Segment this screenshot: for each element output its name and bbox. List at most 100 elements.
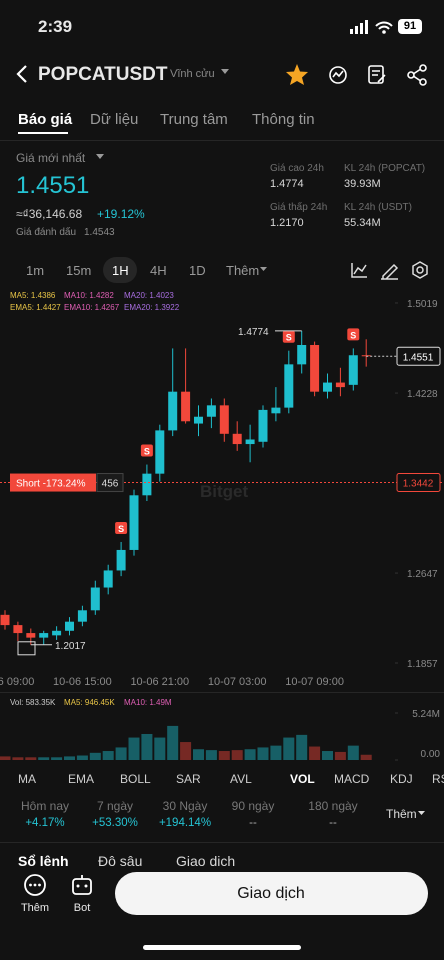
indicator[interactable]: MA [18, 772, 36, 786]
low-label: 1.2017 [55, 641, 86, 652]
tab[interactable]: Dữ liệu [90, 111, 139, 128]
volume-bar [167, 725, 179, 760]
candle-body [258, 409, 268, 442]
candle-body [65, 621, 74, 631]
tab[interactable]: Thông tin [252, 111, 315, 128]
candle-body [297, 344, 307, 365]
y-tick-label: 1.5019 [407, 299, 438, 310]
stat-value: 39.93M [344, 178, 381, 190]
indicator[interactable]: EMA [68, 772, 95, 786]
candle-body [129, 495, 139, 550]
x-tick-label: 10-06 15:00 [53, 676, 112, 688]
indicator[interactable]: MACD [334, 772, 370, 786]
bottom-tab[interactable]: Độ sâu [98, 853, 143, 869]
candle-body [103, 570, 113, 588]
x-tick-label: 10-06 21:00 [130, 676, 189, 688]
volume-bar [89, 752, 101, 760]
indicator[interactable]: SAR [176, 772, 201, 786]
interval[interactable]: 1D [189, 263, 206, 278]
candle-body [206, 405, 216, 417]
bottom-icons[interactable] [23, 874, 98, 898]
stat-label: KL 24h (USDT) [344, 202, 412, 213]
divider [0, 692, 444, 693]
signal-label: S [350, 330, 356, 340]
watermark: Bitget [200, 482, 249, 501]
indicator[interactable]: AVL [230, 772, 252, 786]
tab-active[interactable]: Báo giá [18, 111, 73, 128]
price-label: Giá mới nhất [16, 151, 86, 165]
volume-bar [76, 755, 88, 760]
signal-box [282, 330, 295, 343]
chart-tools[interactable] [350, 260, 435, 280]
candle-body [245, 439, 255, 445]
interval-more[interactable]: Thêm [226, 263, 260, 278]
ma-legend: MA20: 1.4023 [124, 291, 174, 300]
trade-button[interactable] [115, 872, 428, 915]
volume-bar [334, 751, 346, 760]
volume-tick-label: 0.00 [421, 749, 441, 760]
contract-type[interactable]: Vĩnh cửu [170, 68, 215, 80]
status-time: 2:39 [38, 17, 73, 36]
signal-box [115, 521, 128, 534]
volume-bar [25, 757, 37, 760]
signal-label: S [118, 524, 124, 534]
x-tick-label: 10-07 03:00 [208, 676, 267, 688]
stat-label: KL 24h (POPCAT) [344, 163, 426, 174]
stat-value: 1.4774 [270, 178, 304, 190]
high-label: 1.4774 [238, 327, 269, 338]
volume-bar [12, 757, 24, 760]
ma-legend: MA10: 1.4282 [64, 291, 114, 300]
interval[interactable]: 15m [66, 263, 92, 278]
indicator[interactable]: BOLL [120, 772, 151, 786]
interval[interactable]: 4H [150, 263, 167, 278]
candle-body [310, 344, 320, 392]
candle-body [90, 587, 100, 611]
indicator[interactable]: KDJ [390, 772, 413, 786]
symbol[interactable]: POPCATUSDT [38, 64, 168, 85]
volume-tick-label: 5.24M [412, 709, 440, 720]
short-qty: 456 [102, 479, 119, 490]
back-button[interactable] [14, 64, 30, 84]
y-tick-label: 1.2647 [407, 569, 438, 580]
indicator-active[interactable]: VOL [290, 772, 315, 786]
signal-label: S [286, 333, 292, 343]
indicator[interactable]: RSI [432, 772, 444, 786]
volume-bar [0, 756, 11, 760]
period-value: +194.14% [158, 817, 212, 829]
stat-label: Giá thấp 24h [270, 202, 328, 213]
candle-body [271, 407, 281, 414]
stat-label: Giá cao 24h [270, 163, 324, 174]
volume-legend: MA5: 946.45K [64, 698, 115, 707]
trade-button-label[interactable]: Giao dịch [237, 885, 305, 902]
volume-bar [115, 747, 127, 760]
tab[interactable]: Trung tâm [160, 111, 228, 128]
price-caret [96, 154, 104, 159]
bottom-tab[interactable]: Sổ lệnh [18, 853, 69, 869]
interval-active[interactable]: 1H [112, 263, 129, 278]
volume-bar [180, 742, 192, 760]
volume-bar [51, 757, 63, 760]
candle-body [0, 614, 10, 626]
volume-bar [218, 751, 230, 760]
signal-box [140, 444, 153, 457]
header-icons[interactable] [284, 62, 434, 88]
volume-bar [141, 733, 153, 760]
candle-body [323, 382, 332, 392]
candle-body [348, 355, 358, 385]
y-tick-label: 1.1857 [407, 659, 438, 670]
x-tick-label: 10-07 09:00 [285, 676, 344, 688]
bottom-tab[interactable]: Giao dịch [176, 853, 236, 869]
more-button[interactable]: Thêm [20, 902, 50, 914]
bot-button[interactable]: Bot [73, 902, 91, 914]
signal-label: S [144, 447, 150, 457]
ema-legend: EMA20: 1.3922 [124, 303, 180, 312]
divider [0, 842, 444, 843]
ema-legend: EMA10: 1.4267 [64, 303, 120, 312]
interval[interactable]: 1m [26, 263, 45, 278]
volume-bar [231, 750, 243, 760]
periods-more[interactable]: Thêm [386, 807, 417, 821]
signal-box [347, 328, 360, 341]
candle-body [335, 382, 345, 388]
last-price-tag [396, 346, 441, 366]
